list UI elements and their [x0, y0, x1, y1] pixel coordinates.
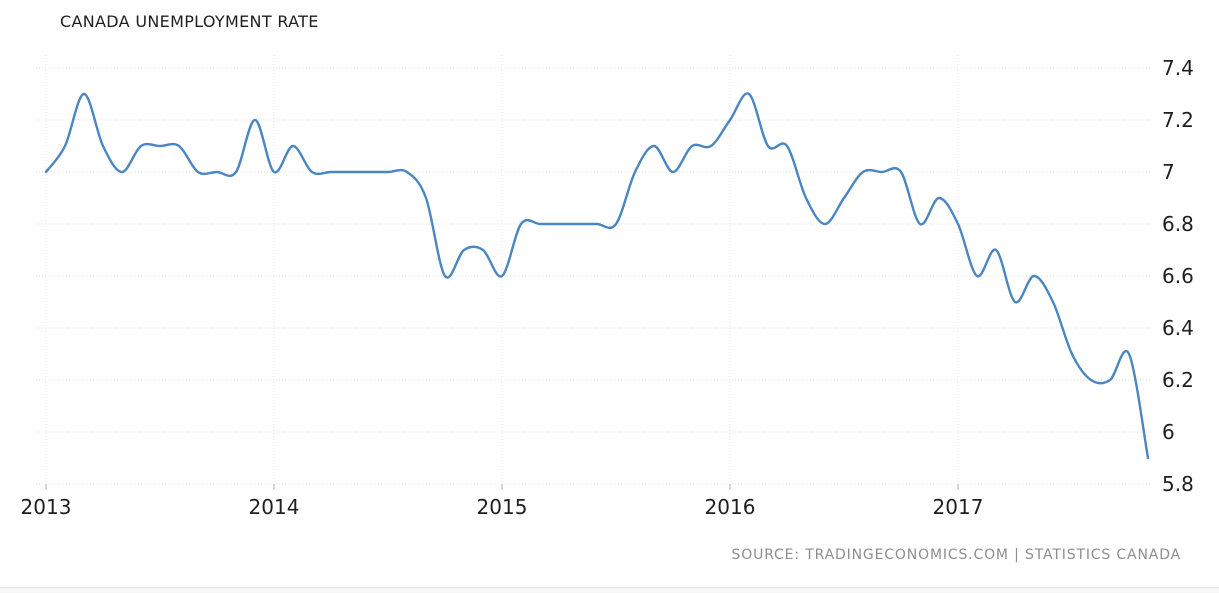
y-axis-label: 6.2 — [1162, 368, 1194, 392]
bottom-divider — [0, 587, 1219, 593]
y-axis-label: 6 — [1162, 420, 1175, 444]
y-axis-label: 7.4 — [1162, 56, 1194, 80]
x-axis-label: 2014 — [249, 495, 300, 519]
y-axis-label: 6.8 — [1162, 212, 1194, 236]
x-axis-label: 2015 — [477, 495, 528, 519]
y-axis-label: 7 — [1162, 160, 1175, 184]
chart-title: CANADA UNEMPLOYMENT RATE — [60, 12, 319, 31]
x-axis-label: 2016 — [705, 495, 756, 519]
y-axis-label: 7.2 — [1162, 108, 1194, 132]
y-axis-label: 6.6 — [1162, 264, 1194, 288]
y-axis-label: 6.4 — [1162, 316, 1194, 340]
x-axis-label: 2017 — [933, 495, 984, 519]
source-attribution: SOURCE: TRADINGECONOMICS.COM | STATISTIC… — [731, 547, 1181, 563]
y-axis-label: 5.8 — [1162, 472, 1194, 496]
x-axis-label: 2013 — [21, 495, 72, 519]
series-line[interactable] — [44, 92, 1150, 460]
